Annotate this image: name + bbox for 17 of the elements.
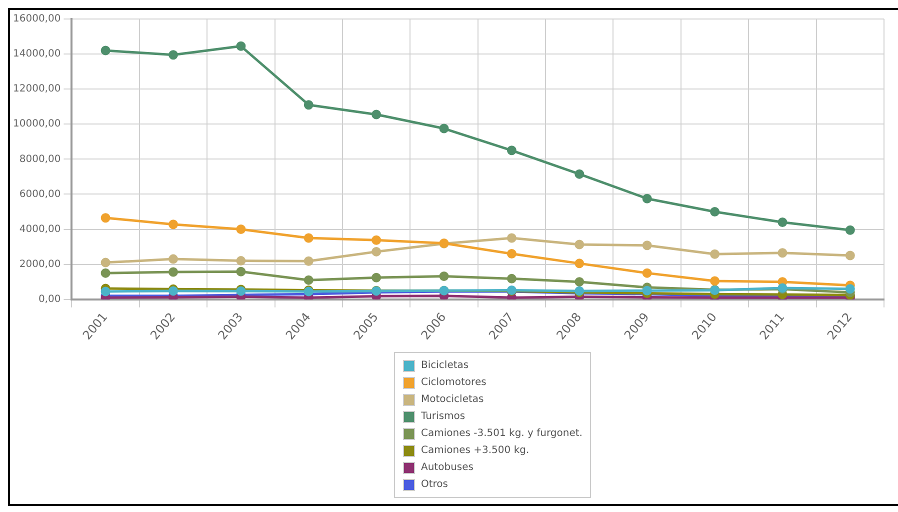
y-tick-label: 0,00 (38, 294, 61, 305)
y-tick-label: 12000,00 (12, 84, 61, 95)
y-tick-label: 16000,00 (12, 14, 61, 25)
y-tick-label: 10000,00 (12, 118, 61, 130)
y-tick-label: 14000,00 (12, 48, 61, 60)
y-tick-label: 8000,00 (19, 154, 61, 165)
legend-label: Camiones +3.500 kg. (421, 445, 530, 456)
legend-label: Motocicletas (421, 394, 484, 405)
legend-label: Camiones -3.501 kg. y furgonet. (421, 428, 582, 439)
y-tick-label: 2000,00 (19, 258, 61, 270)
legend-label: Ciclomotores (421, 377, 486, 388)
legend-label: Turismos (421, 411, 466, 422)
y-tick-label: 4000,00 (19, 224, 61, 235)
legend-label: Autobuses (421, 462, 474, 473)
legend-label: Bicicletas (421, 360, 469, 371)
legend-label: Otros (421, 479, 448, 490)
y-tick-label: 6000,00 (19, 188, 61, 200)
